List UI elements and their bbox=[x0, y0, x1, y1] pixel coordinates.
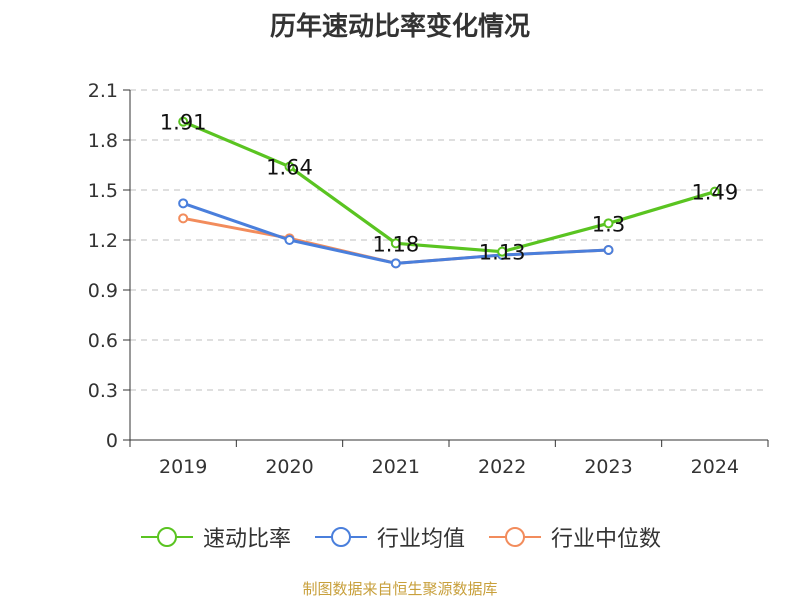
x-tick-label: 2024 bbox=[691, 456, 739, 478]
y-tick-label: 0.3 bbox=[88, 380, 118, 402]
legend-item-industry-mean[interactable]: 行业均值 bbox=[313, 521, 465, 553]
legend-marker-industry-mean bbox=[314, 527, 367, 547]
legend-item-quick-ratio[interactable]: 速动比率 bbox=[139, 521, 291, 553]
legend-label-industry-mean: 行业均值 bbox=[376, 527, 465, 552]
x-tick-label: 2019 bbox=[159, 456, 207, 478]
data-label: 1.13 bbox=[479, 241, 526, 265]
data-point-s0-0 bbox=[178, 116, 189, 127]
y-tick-label: 2.1 bbox=[88, 80, 118, 102]
y-tick-label: 0 bbox=[106, 430, 118, 452]
y-tick-label: 1.8 bbox=[88, 130, 118, 152]
legend-label-quick-ratio: 速动比率 bbox=[202, 527, 291, 552]
y-tick-label: 0.9 bbox=[88, 280, 118, 302]
data-point-s0-3 bbox=[497, 246, 508, 257]
data-label: 1.91 bbox=[160, 111, 207, 135]
legend-marker-quick-ratio bbox=[140, 527, 193, 547]
legend-item-industry-median[interactable]: 行业中位数 bbox=[487, 521, 661, 553]
data-point-s1-2 bbox=[390, 258, 401, 269]
x-tick-label: 2023 bbox=[584, 456, 632, 478]
y-tick-label: 1.5 bbox=[88, 180, 118, 202]
legend-label-industry-median: 行业中位数 bbox=[551, 527, 662, 552]
chart-title: 历年速动比率变化情况 bbox=[269, 12, 530, 42]
data-point-s1-1 bbox=[284, 235, 295, 245]
y-tick-label: 1.2 bbox=[88, 230, 118, 252]
data-label: 1.18 bbox=[372, 232, 419, 256]
data-point-s0-1 bbox=[284, 161, 295, 172]
data-label: 1.49 bbox=[691, 181, 738, 205]
x-tick-label: 2021 bbox=[372, 456, 420, 478]
series-line-0 bbox=[182, 120, 716, 254]
legend: 速动比率 行业均值 行业中位数 bbox=[0, 520, 800, 554]
data-point-s2-0 bbox=[178, 213, 189, 224]
legend-marker-industry-median bbox=[489, 527, 541, 547]
data-label: 1.64 bbox=[266, 156, 313, 180]
x-tick-label: 2020 bbox=[265, 456, 313, 478]
x-tick-label: 2022 bbox=[478, 456, 526, 478]
data-point-s0-5 bbox=[709, 186, 720, 197]
y-tick-label: 0.6 bbox=[88, 330, 118, 352]
data-point-s0-2 bbox=[390, 238, 401, 249]
data-point-s1-4 bbox=[603, 245, 614, 255]
source-note: 制图数据来自恒生聚源数据库 bbox=[302, 580, 498, 598]
data-label: 1.3 bbox=[592, 212, 625, 236]
data-point-s0-4 bbox=[603, 218, 614, 229]
data-point-s1-0 bbox=[178, 198, 189, 209]
